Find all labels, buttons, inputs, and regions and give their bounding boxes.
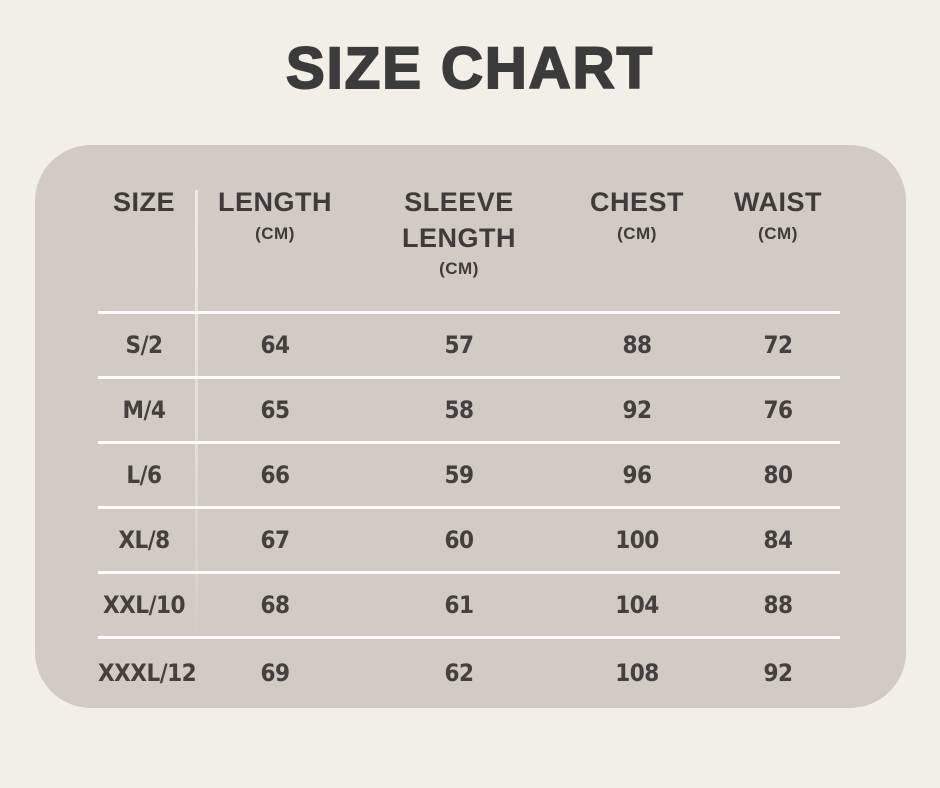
column-header-size: SIZE [98,185,190,224]
length-value: 65 [260,396,290,424]
sleeve-length-value: 57 [444,331,474,359]
waist-value: 92 [763,658,793,687]
sleeve-length-value: 61 [444,591,474,619]
column-header-chest: CHEST (CM) [558,185,716,244]
size-label: XXL/10 [103,591,186,619]
sleeve-length-value: 60 [444,526,474,554]
length-value: 69 [260,658,290,687]
waist-value: 72 [763,331,793,359]
size-table: SIZE LENGTH (CM) SLEEVE LENGTH (CM) CHES… [98,145,840,706]
size-label: S/2 [125,331,163,359]
column-header-unit: (CM) [439,259,479,279]
table-row-s2: S/2 64 57 88 72 [98,314,840,379]
sleeve-length-value: 59 [444,461,474,489]
table-row-xl8: XL/8 67 60 100 84 [98,509,840,574]
table-row-xxxl12: XXXL/12 69 62 108 92 [98,639,840,706]
table-row-xxl10: XXL/10 68 61 104 88 [98,574,840,639]
column-header-unit: (CM) [758,223,798,243]
chest-value: 108 [615,658,659,687]
column-header-waist: WAIST (CM) [716,185,840,244]
page-title: SIZE CHART [285,36,654,101]
length-value: 68 [260,591,290,619]
waist-value: 84 [763,526,793,554]
size-label: M/4 [122,396,166,424]
column-header-unit: (CM) [255,223,295,243]
waist-value: 76 [763,396,793,424]
size-label: XXXL/12 [98,658,197,687]
chest-value: 88 [622,331,652,359]
chest-value: 92 [622,396,652,424]
column-header-unit: (CM) [617,223,657,243]
length-value: 66 [260,461,290,489]
size-chart-card: SIZE LENGTH (CM) SLEEVE LENGTH (CM) CHES… [35,145,906,708]
column-header-label: CHEST [589,187,684,217]
column-header-label: LENGTH [218,187,332,217]
table-header-row: SIZE LENGTH (CM) SLEEVE LENGTH (CM) CHES… [98,145,840,314]
sleeve-length-value: 58 [444,396,474,424]
chest-value: 96 [622,461,652,489]
chest-value: 104 [615,591,659,619]
size-label: L/6 [126,461,162,489]
column-header-label: SIZE [112,187,175,217]
table-row-l6: L/6 66 59 96 80 [98,444,840,509]
size-label: XL/8 [118,526,170,554]
column-header-length: LENGTH (CM) [190,185,360,244]
sleeve-length-value: 62 [444,658,474,687]
waist-value: 80 [763,461,793,489]
table-row-m4: M/4 65 58 92 76 [98,379,840,444]
column-header-label: SLEEVE LENGTH [402,187,516,253]
chest-value: 100 [615,526,659,554]
column-header-label: WAIST [734,187,822,217]
length-value: 67 [260,526,290,554]
column-header-sleeve-length: SLEEVE LENGTH (CM) [360,185,558,279]
length-value: 64 [260,331,290,359]
waist-value: 88 [763,591,793,619]
